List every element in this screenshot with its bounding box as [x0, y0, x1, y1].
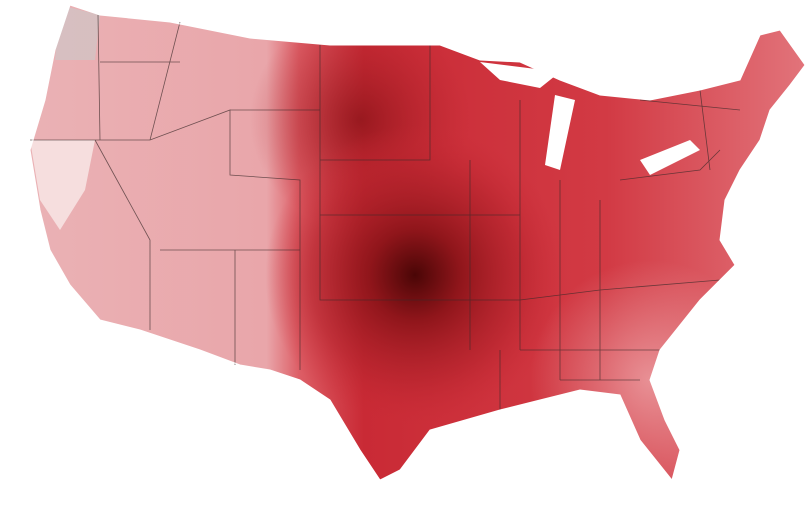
- lake-superior: [480, 62, 560, 88]
- country-outline: [29, 4, 806, 482]
- light-region: [30, 140, 95, 230]
- lake-michigan: [545, 95, 575, 170]
- state-borders: [30, 14, 741, 410]
- no-data-region: [55, 5, 100, 60]
- lake-erie: [640, 140, 700, 175]
